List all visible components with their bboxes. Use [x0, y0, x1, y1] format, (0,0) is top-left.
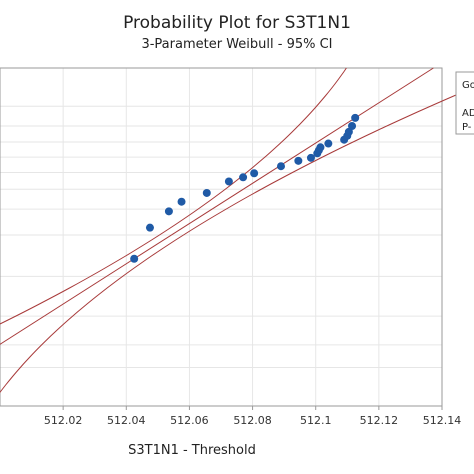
data-point: [202, 188, 211, 197]
plot-area: [0, 67, 443, 407]
data-point: [316, 143, 325, 152]
data-point: [145, 223, 154, 232]
x-tick-label: 512.1: [300, 414, 332, 427]
data-point: [224, 177, 233, 186]
data-point: [239, 173, 248, 182]
chart-title: Probability Plot for S3T1N1: [123, 13, 351, 33]
legend-box: Go AD P-: [455, 71, 474, 135]
data-point: [177, 197, 186, 206]
data-point: [306, 153, 315, 162]
data-point: [348, 121, 357, 130]
chart-subtitle: 3-Parameter Weibull - 95% CI: [141, 37, 332, 52]
x-axis-label: S3T1N1 - Threshold: [128, 443, 256, 458]
data-point: [276, 162, 285, 171]
data-point: [324, 139, 333, 148]
x-tick-label: 512.14: [423, 414, 462, 427]
legend-line-2: AD: [462, 108, 474, 119]
fit-lines: [0, 67, 474, 394]
legend-line-3: P-: [462, 122, 472, 133]
data-point: [294, 156, 303, 165]
x-tick-label: 512.04: [107, 414, 146, 427]
legend-line-1: Go: [462, 80, 474, 91]
x-tick-labels: 512.02 512.04 512.06 512.08 512.1 512.12 512.1…: [44, 406, 461, 427]
x-tick-label: 512.06: [170, 414, 209, 427]
data-point: [351, 113, 360, 122]
data-point: [130, 254, 139, 263]
data-points: [130, 113, 360, 263]
x-tick-label: 512.08: [233, 414, 272, 427]
x-tick-label: 512.02: [44, 414, 83, 427]
ci-lower-bound: [0, 67, 347, 325]
data-point: [164, 207, 173, 216]
ci-upper-bound: [0, 86, 474, 394]
data-point: [250, 169, 259, 178]
fit-line: [0, 67, 434, 345]
gridlines: [0, 67, 443, 407]
x-tick-label: 512.12: [360, 414, 399, 427]
